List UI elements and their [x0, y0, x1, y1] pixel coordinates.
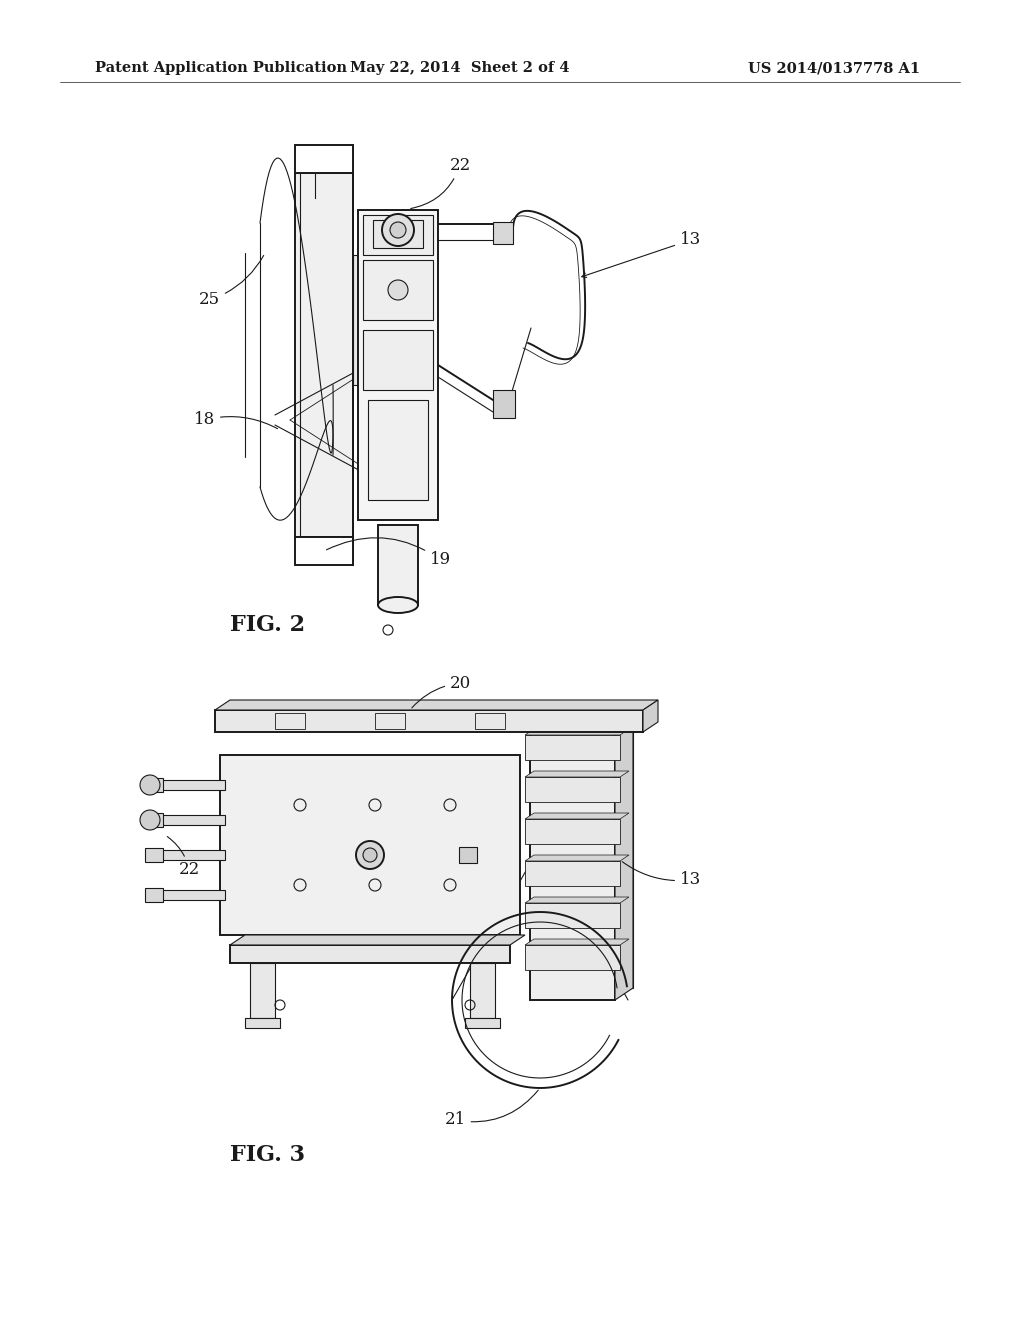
Circle shape: [388, 280, 408, 300]
Circle shape: [383, 624, 393, 635]
Bar: [368, 400, 428, 500]
Circle shape: [356, 841, 384, 869]
Bar: [378, 525, 418, 605]
Bar: [548, 708, 633, 987]
Bar: [373, 220, 423, 248]
Bar: [362, 215, 433, 255]
Bar: [362, 330, 433, 389]
Polygon shape: [615, 708, 633, 1001]
Circle shape: [362, 847, 377, 862]
Bar: [525, 945, 620, 970]
Bar: [145, 847, 163, 862]
Bar: [275, 713, 305, 729]
Bar: [230, 945, 510, 964]
Polygon shape: [643, 700, 658, 733]
Bar: [375, 713, 406, 729]
Bar: [493, 222, 513, 244]
Bar: [160, 814, 225, 825]
Polygon shape: [525, 813, 629, 818]
Bar: [160, 890, 225, 900]
Bar: [145, 777, 163, 792]
Bar: [295, 145, 353, 173]
Bar: [145, 888, 163, 902]
Polygon shape: [525, 729, 629, 735]
Circle shape: [390, 222, 406, 238]
Bar: [295, 537, 353, 565]
Bar: [525, 861, 620, 886]
Bar: [525, 777, 620, 803]
Polygon shape: [525, 771, 629, 777]
Bar: [530, 719, 615, 1001]
Text: 22: 22: [167, 837, 200, 879]
Text: 21: 21: [444, 1090, 539, 1129]
Circle shape: [140, 810, 160, 830]
Bar: [160, 850, 225, 861]
Text: 13: 13: [623, 862, 701, 888]
Bar: [295, 173, 353, 537]
Text: FIG. 3: FIG. 3: [230, 1144, 305, 1166]
Text: 20: 20: [412, 675, 471, 708]
Polygon shape: [525, 855, 629, 861]
Bar: [525, 903, 620, 928]
Text: FIG. 2: FIG. 2: [230, 614, 305, 636]
Circle shape: [140, 775, 160, 795]
Bar: [465, 1018, 500, 1028]
Bar: [160, 780, 225, 789]
Bar: [145, 813, 163, 828]
Bar: [470, 964, 495, 1018]
Ellipse shape: [378, 597, 418, 612]
Bar: [362, 260, 433, 319]
Polygon shape: [530, 708, 633, 719]
Bar: [245, 1018, 280, 1028]
Bar: [358, 210, 438, 520]
Bar: [220, 755, 520, 935]
Text: 25: 25: [199, 256, 263, 309]
Text: 19: 19: [327, 537, 452, 569]
Text: Patent Application Publication: Patent Application Publication: [95, 61, 347, 75]
Bar: [493, 389, 515, 418]
Text: US 2014/0137778 A1: US 2014/0137778 A1: [748, 61, 920, 75]
Polygon shape: [525, 898, 629, 903]
Bar: [525, 735, 620, 760]
Text: May 22, 2014  Sheet 2 of 4: May 22, 2014 Sheet 2 of 4: [350, 61, 569, 75]
Polygon shape: [525, 939, 629, 945]
Bar: [215, 710, 643, 733]
Bar: [250, 964, 275, 1018]
Polygon shape: [230, 935, 525, 945]
Bar: [459, 847, 477, 863]
Bar: [475, 713, 505, 729]
Polygon shape: [215, 700, 658, 710]
Circle shape: [382, 214, 414, 246]
Bar: [353, 255, 375, 385]
Text: 18: 18: [194, 412, 278, 429]
Text: 13: 13: [582, 231, 701, 277]
Text: 22: 22: [411, 157, 471, 209]
Bar: [525, 818, 620, 843]
